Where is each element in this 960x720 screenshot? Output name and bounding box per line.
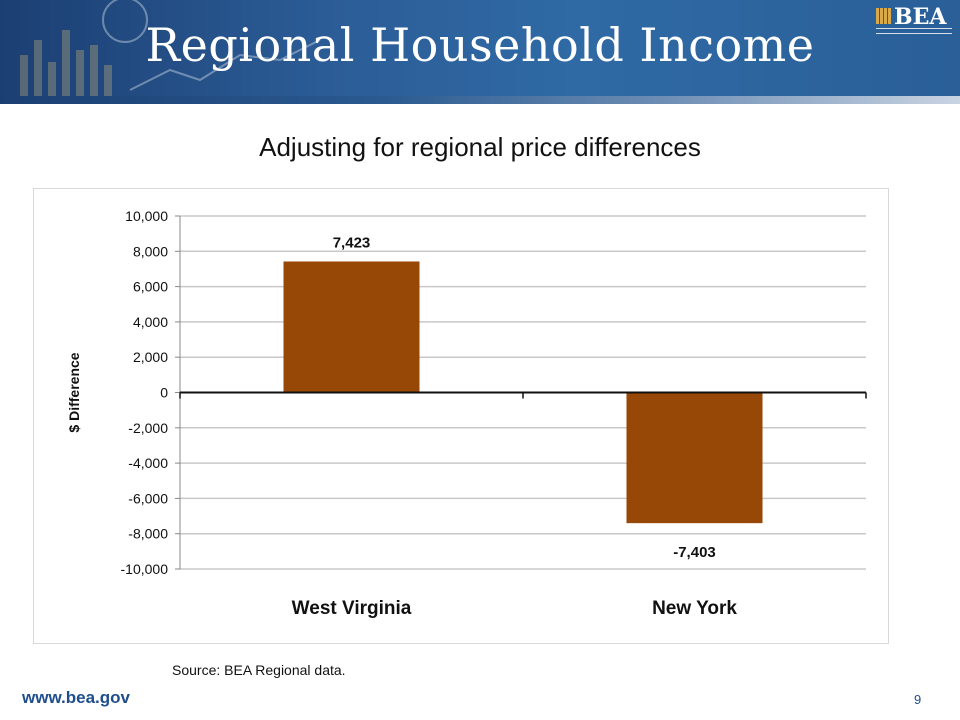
- bea-logo-text: BEA: [894, 4, 947, 30]
- y-tick-label: -4,000: [128, 455, 168, 471]
- source-note: Source: BEA Regional data.: [172, 662, 346, 678]
- bea-logo: BEA: [876, 4, 952, 40]
- y-tick-label: 10,000: [125, 208, 168, 224]
- bar-chart: 10,000 8,000 6,000 4,000 2,000 0 -2,000 -4,000 -…: [66, 208, 867, 619]
- y-tick-label: -2,000: [128, 420, 168, 436]
- bar: [283, 261, 420, 393]
- page-number: 9: [914, 692, 922, 707]
- logo-rule-1: [876, 28, 952, 29]
- bea-logo-mark-icon: [876, 8, 892, 24]
- bar-value-label: -7,403: [673, 544, 716, 561]
- y-tick-label: -10,000: [121, 561, 169, 577]
- banner-accent-stripe: [0, 96, 960, 104]
- bar-value-label: 7,423: [333, 234, 371, 251]
- website-link[interactable]: www.bea.gov: [22, 688, 131, 707]
- bar: [626, 392, 763, 524]
- banner-decoration: [20, 0, 321, 100]
- y-tick-label: 4,000: [133, 314, 168, 330]
- x-category-label: New York: [652, 598, 737, 619]
- y-tick-label: 0: [160, 385, 168, 401]
- title-banner: Regional Household Income BEA: [0, 0, 960, 100]
- y-tick-label: -6,000: [128, 490, 168, 506]
- y-axis-label: $ Difference: [66, 352, 82, 432]
- y-tick-label: 6,000: [133, 279, 168, 295]
- y-tick-label: 8,000: [133, 243, 168, 259]
- chart-area: 10,000 8,000 6,000 4,000 2,000 0 -2,000 -4,000 -…: [33, 188, 889, 644]
- logo-rule-2: [876, 33, 952, 34]
- chart-title: Adjusting for regional price differences: [259, 132, 701, 162]
- y-tick-label: 2,000: [133, 349, 168, 365]
- x-category-label: West Virginia: [292, 598, 412, 619]
- y-tick-label: -8,000: [128, 526, 168, 542]
- slide-title: Regional Household Income: [145, 18, 815, 72]
